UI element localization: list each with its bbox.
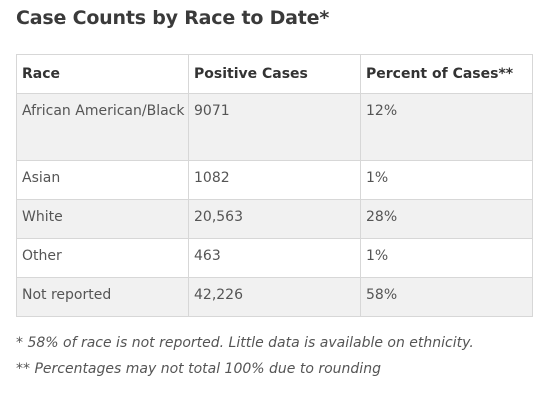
percent-cell: 12% <box>360 93 533 161</box>
percent-value: 1% <box>366 170 389 186</box>
race-label: African American/Black <box>22 103 185 119</box>
footnotes: * 58% of race is not reported. Little da… <box>16 330 532 382</box>
table-row: African American/Black 9071 12% <box>16 93 533 161</box>
table-row: Other 463 1% <box>16 238 533 278</box>
race-label: Not reported <box>22 287 112 303</box>
percent-value: 28% <box>366 209 398 225</box>
table-row: Not reported 42,226 58% <box>16 277 533 317</box>
table-row: Asian 1082 1% <box>16 160 533 200</box>
cases-cell: 42,226 <box>188 277 361 317</box>
table-row: White 20,563 28% <box>16 199 533 239</box>
percent-cell: 1% <box>360 160 533 200</box>
race-cell: Asian <box>16 160 189 200</box>
percent-value: 58% <box>366 287 398 303</box>
cases-value: 1082 <box>194 170 230 186</box>
page-title: Case Counts by Race to Date* <box>16 7 330 29</box>
race-label: Asian <box>22 170 61 186</box>
case-counts-table: Race Positive Cases Percent of Cases** A… <box>16 54 533 317</box>
race-cell: Other <box>16 238 189 278</box>
percent-value: 12% <box>366 103 398 119</box>
column-header-race: Race <box>16 54 189 94</box>
percent-cell: 1% <box>360 238 533 278</box>
cases-cell: 9071 <box>188 93 361 161</box>
cases-value: 20,563 <box>194 209 243 225</box>
cases-value: 9071 <box>194 103 230 119</box>
footnote-rounding: ** Percentages may not total 100% due to… <box>16 361 381 377</box>
column-header-positive-cases: Positive Cases <box>188 54 361 94</box>
column-header-percent: Percent of Cases** <box>360 54 533 94</box>
race-cell: Not reported <box>16 277 189 317</box>
case-counts-section: Case Counts by Race to Date* Race Positi… <box>16 6 533 377</box>
percent-cell: 28% <box>360 199 533 239</box>
cases-cell: 20,563 <box>188 199 361 239</box>
race-cell: White <box>16 199 189 239</box>
cases-value: 42,226 <box>194 287 243 303</box>
percent-value: 1% <box>366 248 389 264</box>
cases-value: 463 <box>194 248 221 264</box>
cases-cell: 463 <box>188 238 361 278</box>
table-header-row: Race Positive Cases Percent of Cases** <box>16 54 533 94</box>
race-cell: African American/Black <box>16 93 189 161</box>
race-label: Other <box>22 248 62 264</box>
race-label: White <box>22 209 63 225</box>
footnote-race-not-reported: * 58% of race is not reported. Little da… <box>16 335 474 351</box>
percent-cell: 58% <box>360 277 533 317</box>
cases-cell: 1082 <box>188 160 361 200</box>
